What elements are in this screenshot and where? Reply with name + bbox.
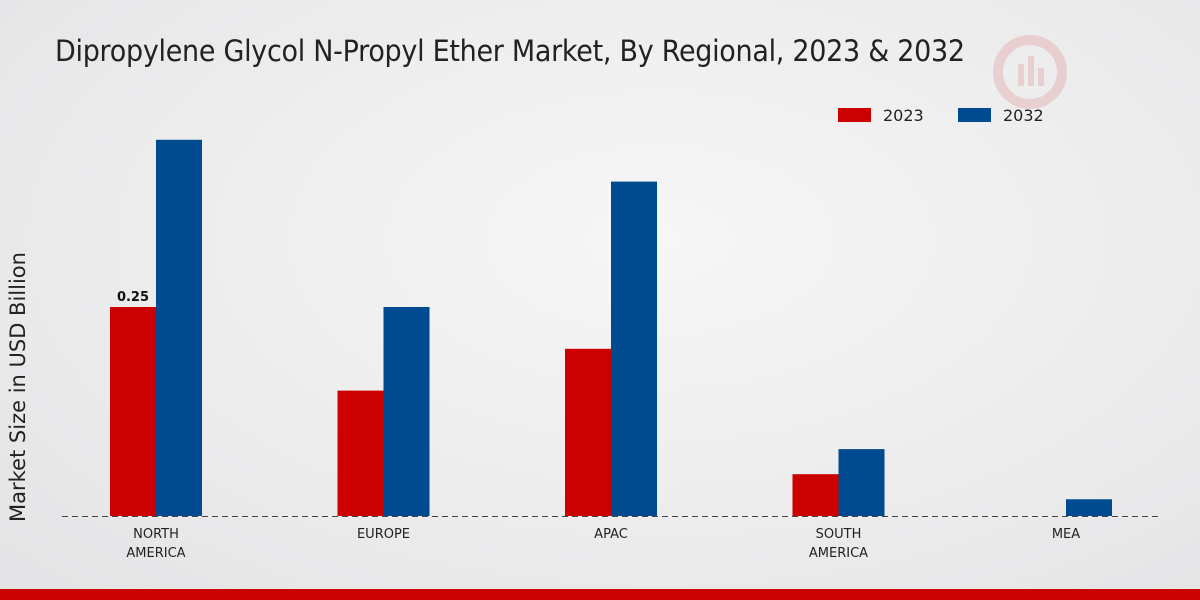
footer-accent-bar: [0, 589, 1200, 600]
bar-2023-0: [110, 307, 156, 516]
x-tick-label-3: SOUTH AMERICA: [809, 527, 868, 561]
bar-2032-3: [838, 449, 885, 516]
x-tick-label-1: EUROPE: [357, 527, 410, 542]
x-tick-label-2: APAC: [594, 527, 628, 542]
bar-2032-2: [611, 181, 657, 516]
bar-2032-4: [1066, 499, 1112, 516]
x-tick-label-0: NORTH AMERICA: [126, 527, 185, 561]
data-label-0: 0.25: [117, 290, 149, 305]
bar-2023-3: [792, 474, 839, 516]
bar-2023-1: [337, 390, 384, 516]
chart-title: Dipropylene Glycol N-Propyl Ether Market…: [55, 34, 965, 68]
bar-2032-0: [156, 139, 202, 517]
legend-swatch-2032: [958, 108, 991, 122]
watermark-logo: [993, 35, 1067, 109]
bar-2032-1: [383, 307, 430, 516]
legend-label-2023: 2023: [883, 106, 924, 125]
y-axis-title: Market Size in USD Billion: [6, 252, 30, 522]
bar-2023-2: [565, 348, 611, 516]
legend-label-2032: 2032: [1003, 106, 1044, 125]
legend-swatch-2023: [838, 108, 871, 122]
x-tick-label-4: MEA: [1052, 527, 1080, 542]
